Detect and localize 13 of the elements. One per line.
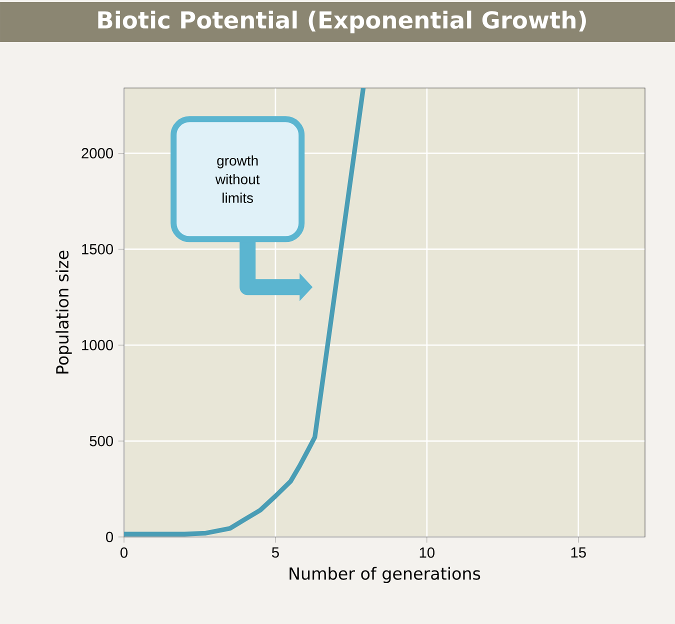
y-tick-label: 2000 <box>82 148 114 158</box>
y-tick-label: 1000 <box>82 340 114 350</box>
y-tick-label: 500 <box>90 436 114 446</box>
y-tick-label: 0 <box>106 532 114 542</box>
y-tick-label: 1500 <box>82 244 114 254</box>
x-axis-title: Number of generations <box>290 566 480 584</box>
x-tick-label: 5 <box>272 547 279 558</box>
x-tick-label: 10 <box>420 547 434 558</box>
y-axis-title: Population size <box>56 250 72 374</box>
chart-title: Biotic Potential (Exponential Growth) <box>98 10 586 34</box>
x-tick-label: 0 <box>120 547 128 558</box>
annotation: growth without limits <box>215 155 260 203</box>
x-tick-label: 15 <box>571 547 586 558</box>
